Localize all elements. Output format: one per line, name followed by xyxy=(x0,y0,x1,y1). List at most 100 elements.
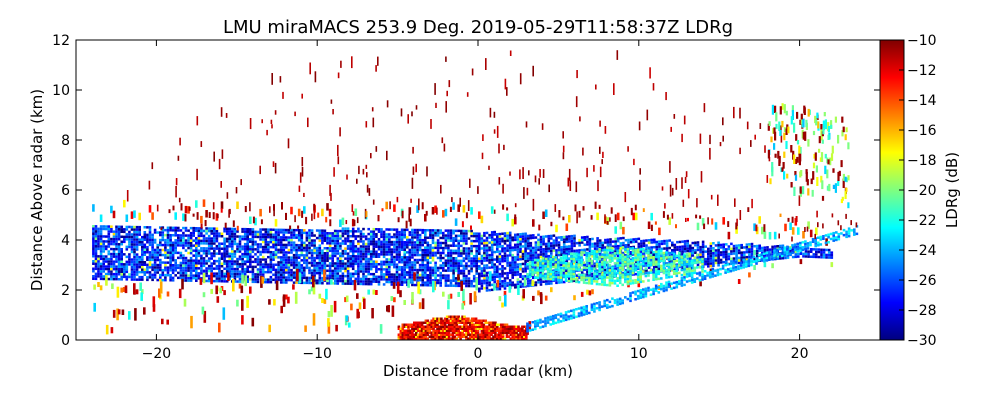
ldr-pixel xyxy=(544,264,547,268)
ldr-pixel xyxy=(431,229,435,232)
ldr-pixel xyxy=(416,238,419,242)
ldr-pixel xyxy=(364,282,368,286)
ldr-pixel xyxy=(634,249,637,252)
ldr-pixel xyxy=(305,279,309,282)
ldr-pixel xyxy=(241,247,244,251)
ldr-pixel xyxy=(699,245,702,249)
ldr-pixel xyxy=(290,206,293,215)
ldr-pixel xyxy=(614,226,617,234)
ldr-pixel xyxy=(449,254,453,257)
ldr-pixel xyxy=(164,243,167,247)
ldr-pixel xyxy=(143,231,147,234)
ldr-pixel xyxy=(608,271,612,275)
chart-title: LMU miraMACS 253.9 Deg. 2019-05-29T11:58… xyxy=(223,17,733,38)
ldr-pixel xyxy=(359,230,363,233)
ldr-pixel xyxy=(554,256,558,259)
ldr-pixel xyxy=(297,246,301,249)
ldr-pixel xyxy=(300,236,304,239)
ldr-pixel xyxy=(654,278,658,281)
ldr-pixel xyxy=(650,246,653,249)
ldr-pixel xyxy=(115,230,118,233)
ldr-pixel xyxy=(135,258,139,261)
ldr-pixel xyxy=(349,235,352,238)
ldr-pixel xyxy=(210,244,213,248)
ldr-pixel xyxy=(115,235,118,238)
ldr-pixel xyxy=(496,260,499,263)
ldr-pixel xyxy=(310,244,314,247)
ldr-pixel xyxy=(552,258,555,261)
ldr-pixel xyxy=(215,259,219,263)
ldr-pixel xyxy=(560,263,563,266)
ldr-pixel xyxy=(318,251,322,255)
ldr-pixel xyxy=(570,275,573,278)
ldr-pixel xyxy=(125,233,129,236)
ldr-pixel xyxy=(645,271,648,275)
ldr-pixel xyxy=(447,236,450,240)
ldr-pixel xyxy=(408,258,412,262)
ldr-pixel xyxy=(385,273,388,276)
ldr-pixel xyxy=(475,234,478,238)
ldr-pixel xyxy=(236,280,239,283)
ldr-pixel xyxy=(354,272,358,276)
ldr-pixel xyxy=(622,236,625,240)
ldr-pixel xyxy=(169,269,172,272)
ldr-pixel xyxy=(614,250,617,253)
ldr-pixel xyxy=(727,245,731,248)
ldr-pixel xyxy=(678,254,681,257)
ldr-pixel xyxy=(709,257,713,260)
ldr-pixel xyxy=(650,251,653,254)
ldr-pixel xyxy=(503,290,507,296)
ldr-pixel xyxy=(555,274,558,277)
ldr-pixel xyxy=(264,265,268,269)
ldr-pixel xyxy=(478,272,481,275)
ldr-pixel xyxy=(318,271,322,275)
ldr-pixel xyxy=(130,233,134,236)
ldr-pixel xyxy=(177,239,180,242)
ldr-pixel xyxy=(429,229,432,232)
ldr-pixel xyxy=(472,279,476,283)
ldr-pixel xyxy=(279,258,283,262)
ldr-pixel xyxy=(359,265,363,268)
ldr-pixel xyxy=(179,251,183,255)
ldr-pixel xyxy=(393,260,396,264)
ldr-pixel xyxy=(657,255,661,258)
ldr-pixel xyxy=(166,241,170,244)
ldr-pixel xyxy=(182,276,185,280)
ldr-pixel xyxy=(546,272,550,276)
ldr-pixel xyxy=(693,266,697,270)
ldr-pixel xyxy=(732,244,736,248)
ldr-pixel xyxy=(555,261,558,265)
ldr-pixel xyxy=(645,251,648,255)
ldr-pixel xyxy=(616,269,620,273)
ldr-pixel xyxy=(395,248,399,251)
ldr-pixel xyxy=(595,280,599,283)
ldr-pixel xyxy=(690,264,694,267)
ldr-pixel xyxy=(634,262,638,266)
ldr-pixel xyxy=(537,290,540,296)
ldr-pixel xyxy=(321,279,324,282)
ldr-pixel xyxy=(399,327,403,330)
ldr-pixel xyxy=(496,243,499,246)
ldr-pixel xyxy=(357,272,360,276)
ldr-pixel xyxy=(205,227,208,230)
ldr-pixel xyxy=(516,233,520,236)
ldr-pixel xyxy=(418,289,422,295)
ldr-pixel xyxy=(393,263,396,266)
ldr-pixel xyxy=(110,277,113,281)
ldr-pixel xyxy=(421,266,424,269)
ldr-pixel xyxy=(689,247,692,250)
ldr-pixel xyxy=(238,280,242,283)
ldr-pixel xyxy=(645,269,648,272)
ldr-pixel xyxy=(272,246,275,249)
ldr-pixel xyxy=(421,241,424,244)
ldr-pixel xyxy=(480,274,484,278)
ldr-pixel xyxy=(626,277,630,281)
ldr-pixel xyxy=(148,276,152,279)
ldr-pixel xyxy=(279,238,283,242)
ldr-pixel xyxy=(279,261,283,264)
ldr-pixel xyxy=(632,253,635,256)
ldr-pixel xyxy=(125,268,129,271)
ldr-pixel xyxy=(624,280,627,284)
ldr-pixel xyxy=(483,279,486,282)
ldr-pixel xyxy=(336,282,340,285)
